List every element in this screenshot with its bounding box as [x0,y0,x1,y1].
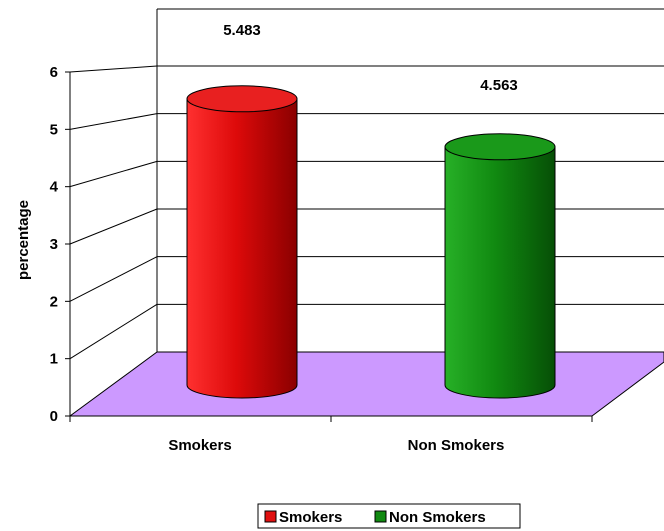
category-label-non-smokers: Non Smokers [408,437,505,454]
gridline-side [69,208,158,245]
bar-body [444,146,556,399]
y-axis-title: percentage [15,200,32,280]
bars [186,85,556,399]
legend-label-non-smokers: Non Smokers [389,509,486,526]
bar-body [186,98,298,399]
y-tick-label: 1 [50,351,58,368]
bar-top [444,133,556,161]
data-label-non-smokers: 4.563 [480,77,518,94]
legend-swatch-non-smokers [374,510,387,523]
y-axis-ticks: 0 1 2 3 4 5 6 [50,64,70,425]
bar-non-smokers [444,133,556,399]
category-label-smokers: Smokers [168,437,231,454]
y-tick-label: 2 [50,293,58,310]
bar-top [186,85,298,113]
gridline-side [69,160,158,188]
gridline-side [69,113,158,130]
y-tick-label: 4 [50,179,59,196]
gridline-side [69,256,158,302]
chart-floor [68,351,664,417]
legend-label-smokers: Smokers [279,509,342,526]
data-label-smokers: 5.483 [223,22,261,39]
y-tick-label: 0 [50,408,58,425]
y-tick-label: 6 [50,64,58,81]
bar-smokers [186,85,298,399]
gridline-side [69,303,158,360]
legend-swatch-smokers [264,510,277,523]
legend-box [257,503,521,529]
gridline-side [69,65,158,73]
y-tick-label: 3 [50,236,58,253]
gridlines [69,65,664,360]
y-tick-label: 5 [50,121,58,138]
legend: Smokers Non Smokers [257,503,521,529]
